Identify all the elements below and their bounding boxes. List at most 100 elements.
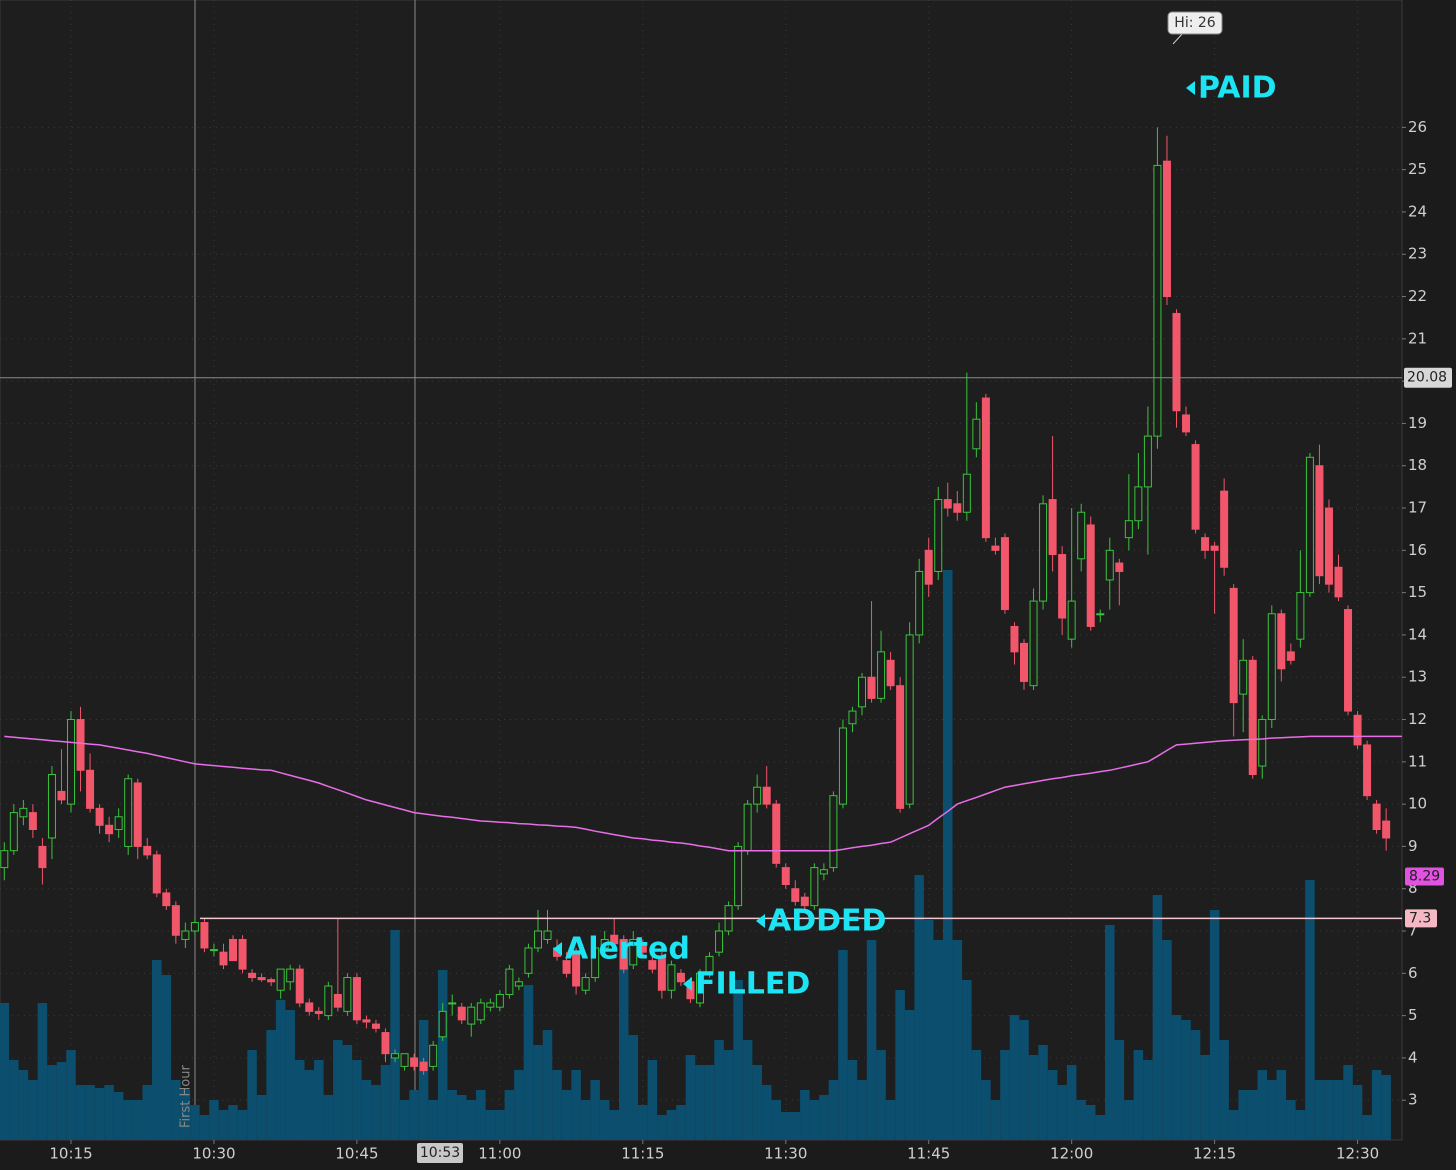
volume-bar bbox=[1000, 1050, 1010, 1140]
volume-bar bbox=[895, 990, 905, 1140]
candle-body bbox=[438, 1010, 447, 1038]
volume-bar bbox=[476, 1090, 486, 1140]
candle-body bbox=[505, 968, 514, 995]
candle-body bbox=[858, 676, 866, 708]
volume-bar bbox=[628, 1035, 639, 1140]
volume-bar bbox=[771, 1100, 781, 1140]
volume-bar bbox=[1238, 1090, 1248, 1140]
volume-bar bbox=[266, 1030, 276, 1140]
volume-bar bbox=[1095, 1115, 1106, 1140]
volume-bar bbox=[1314, 1080, 1325, 1140]
candle-body bbox=[1058, 554, 1067, 619]
volume-bar bbox=[142, 1085, 153, 1140]
volume-bar bbox=[399, 1100, 410, 1140]
candle-body bbox=[124, 778, 133, 847]
volume-bar bbox=[866, 940, 877, 1140]
volume-bar bbox=[314, 1060, 324, 1140]
volume-bar bbox=[495, 1110, 505, 1140]
candle-body bbox=[1172, 312, 1181, 412]
candle-body bbox=[352, 977, 361, 1021]
volume-bar bbox=[352, 1060, 362, 1140]
y-tick-label: 23 bbox=[1408, 245, 1427, 263]
volume-bar bbox=[780, 1112, 791, 1140]
candle-body bbox=[991, 545, 1000, 551]
candle-body bbox=[209, 949, 218, 952]
volume-bar bbox=[47, 1065, 57, 1140]
candle-body bbox=[133, 782, 142, 847]
candle-body bbox=[1220, 490, 1229, 568]
candle-body bbox=[1020, 642, 1029, 682]
candle-body bbox=[619, 938, 628, 970]
volume-bar bbox=[485, 1110, 496, 1140]
volume-bar bbox=[561, 1090, 572, 1140]
volume-bar bbox=[1295, 1110, 1306, 1140]
candle-body bbox=[1334, 566, 1343, 598]
candle-body bbox=[572, 951, 581, 987]
candle-body bbox=[838, 727, 847, 805]
volume-bar bbox=[390, 930, 400, 1140]
moving-average bbox=[4, 735, 1402, 852]
volume-bar bbox=[294, 1060, 305, 1140]
candle-body bbox=[1296, 592, 1305, 640]
volume-bar bbox=[1352, 1085, 1363, 1140]
candle-body bbox=[28, 812, 37, 831]
candle-body bbox=[943, 499, 952, 509]
volume-bar bbox=[1209, 910, 1220, 1140]
annotation-arrow bbox=[553, 942, 562, 956]
volume-bar bbox=[742, 1040, 753, 1140]
volume-bar bbox=[1143, 1060, 1153, 1140]
candle-body bbox=[915, 570, 924, 636]
volume-bar bbox=[723, 1050, 734, 1140]
candle-body bbox=[705, 955, 714, 974]
annotation-arrow bbox=[683, 977, 692, 991]
candle-body bbox=[810, 867, 819, 907]
candle-body bbox=[781, 867, 790, 885]
candle-body bbox=[514, 981, 523, 987]
volume-bar bbox=[1171, 1015, 1182, 1140]
candle-body bbox=[343, 977, 352, 1012]
candle-body bbox=[657, 955, 666, 991]
candle-body bbox=[467, 1006, 476, 1025]
y-tick-label: 9 bbox=[1408, 837, 1418, 855]
x-tick-label: 11:00 bbox=[478, 1145, 521, 1163]
candle-body bbox=[1363, 744, 1372, 797]
candle-body bbox=[524, 947, 533, 974]
y-tick-label: 3 bbox=[1408, 1091, 1418, 1109]
candle-body bbox=[1258, 719, 1267, 767]
candle-body bbox=[114, 816, 123, 831]
volume-bar bbox=[704, 1065, 715, 1140]
candle-body bbox=[600, 938, 609, 949]
candle-body bbox=[495, 993, 504, 1008]
candle-body bbox=[429, 1044, 438, 1067]
candle-body bbox=[381, 1032, 390, 1055]
volume-bar bbox=[523, 985, 534, 1140]
candle-body bbox=[829, 795, 838, 869]
x-tick-label: 11:15 bbox=[621, 1145, 664, 1163]
volume-bar bbox=[981, 1080, 991, 1140]
candle-body bbox=[1324, 507, 1333, 585]
candle-body bbox=[0, 850, 9, 869]
y-tick-label: 14 bbox=[1408, 625, 1427, 643]
volume-bar bbox=[333, 1040, 343, 1140]
y-tick-label: 4 bbox=[1408, 1048, 1418, 1066]
candle-body bbox=[533, 930, 542, 949]
candle-body bbox=[457, 1006, 466, 1021]
candle-body bbox=[791, 888, 800, 902]
candle-body bbox=[753, 786, 762, 805]
volume-bar bbox=[304, 1070, 315, 1140]
candle-body bbox=[190, 922, 199, 932]
candle-body bbox=[1039, 503, 1048, 602]
volume-bar bbox=[285, 1010, 295, 1140]
volume-bar bbox=[361, 1080, 372, 1140]
volume-bar bbox=[190, 1105, 200, 1140]
y-tick-label: 8 bbox=[1408, 879, 1418, 897]
volume-bar bbox=[590, 1080, 600, 1140]
y-tick-label: 7 bbox=[1408, 922, 1418, 940]
high-pointer bbox=[1172, 32, 1184, 45]
candle-body bbox=[419, 1061, 428, 1072]
candle-body bbox=[162, 892, 171, 907]
candle-body bbox=[1162, 160, 1171, 298]
candle-body bbox=[143, 845, 152, 856]
